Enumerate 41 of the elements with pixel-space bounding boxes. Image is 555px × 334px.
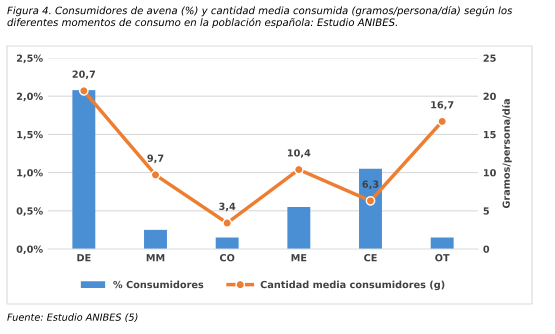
source-note: Fuente: Estudio ANIBES (5) [7, 313, 138, 322]
bar [144, 230, 167, 249]
bar [287, 206, 310, 249]
legend-label: Cantidad media consumidores (g) [260, 280, 444, 290]
y2-tick-label: 20 [484, 92, 496, 100]
bar [430, 238, 454, 249]
x-tick-label: DE [77, 254, 90, 262]
legend-label: % Consumidores [113, 280, 204, 288]
y-tick-label: 1,5% [17, 130, 43, 140]
y-tick-label: 0,0% [16, 245, 43, 254]
y-tick-label: 2,0% [16, 92, 43, 102]
data-label: 9,7 [147, 154, 164, 164]
point [437, 116, 448, 126]
data-label: 16,7 [431, 101, 454, 110]
data-label: 3,4 [219, 202, 236, 212]
bar [216, 238, 239, 249]
point [222, 218, 232, 228]
point [294, 164, 304, 174]
y2-tick-label: 10 [484, 169, 496, 176]
y-tick-label: 2,5% [16, 54, 43, 64]
y2-tick-label: 0 [483, 245, 490, 253]
y-tick-label: 0,5% [16, 207, 43, 216]
point [150, 170, 160, 180]
data-label: 6,3 [362, 180, 378, 190]
y2-axis-title: Gramos/persona/día [502, 99, 512, 208]
data-label: 10,4 [288, 149, 310, 158]
x-tick-label: CE [364, 254, 377, 262]
bar [72, 90, 96, 249]
point [366, 196, 376, 206]
x-tick-label: OT [435, 254, 450, 262]
y2-tick-label: 5 [484, 207, 489, 215]
y2-tick-label: 15 [484, 131, 496, 138]
x-tick-label: CO [220, 254, 234, 262]
bar [359, 168, 382, 249]
x-tick-label: ME [292, 254, 306, 262]
y-tick-label: 1,0% [17, 169, 43, 178]
x-tick-label: MM [146, 254, 164, 262]
y2-tick-label: 25 [484, 54, 496, 62]
data-label: 20,7 [72, 70, 96, 80]
point [78, 86, 89, 96]
chart-title: Figura 4. Consumidores de avena (%) y cantidad media consumida (gramos/persona/día) según los diferentes momentos de consumo en la población española: Estudio ANIBES. [7, 6, 512, 28]
